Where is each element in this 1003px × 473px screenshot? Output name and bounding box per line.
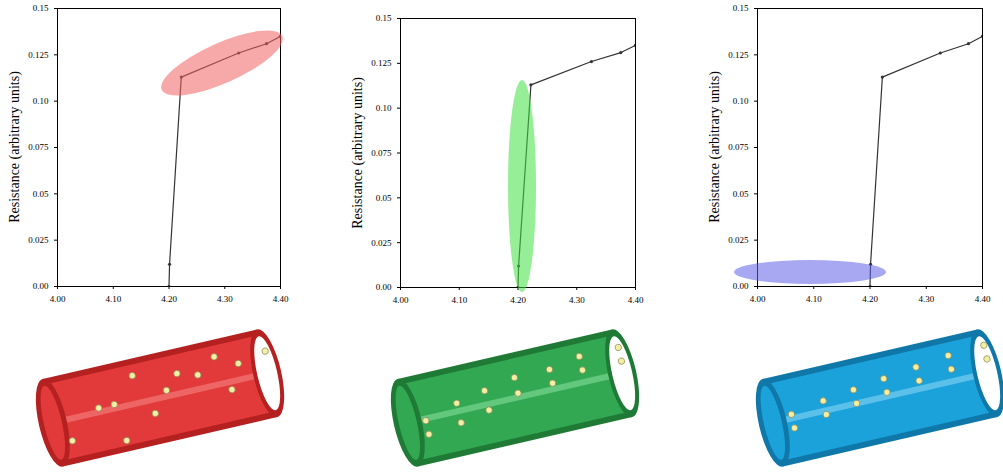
svg-text:0.125: 0.125 — [728, 50, 749, 60]
svg-text:0.10: 0.10 — [733, 96, 749, 106]
svg-text:4.20: 4.20 — [510, 295, 526, 305]
svg-text:4.30: 4.30 — [569, 295, 585, 305]
svg-text:4.20: 4.20 — [161, 294, 177, 304]
svg-text:4.10: 4.10 — [806, 294, 822, 304]
svg-text:0.00: 0.00 — [733, 281, 749, 291]
svg-text:0.10: 0.10 — [376, 103, 392, 113]
html-text:Resistance (arbitrary units): Resistance (arbitrary units) — [707, 71, 722, 223]
svg-text:0.15: 0.15 — [33, 3, 49, 13]
svg-text:0.025: 0.025 — [28, 235, 49, 245]
html-text:Resistance (arbitrary units): Resistance (arbitrary units) — [7, 71, 22, 223]
svg-text:0.00: 0.00 — [376, 282, 392, 292]
svg-text:0.075: 0.075 — [728, 142, 749, 152]
svg-text:4.40: 4.40 — [975, 294, 991, 304]
svg-text:0.125: 0.125 — [371, 58, 392, 68]
svg-text:0.15: 0.15 — [376, 13, 392, 23]
svg-text:4.40: 4.40 — [628, 295, 644, 305]
svg-text:0.05: 0.05 — [376, 193, 392, 203]
svg-text:0.15: 0.15 — [733, 3, 749, 13]
svg-text:0.025: 0.025 — [728, 235, 749, 245]
svg-text:4.00: 4.00 — [50, 294, 66, 304]
svg-text:0.10: 0.10 — [33, 96, 49, 106]
svg-text:4.00: 4.00 — [750, 294, 766, 304]
svg-text:4.30: 4.30 — [918, 294, 934, 304]
svg-text:4.40: 4.40 — [273, 294, 289, 304]
svg-text:0.05: 0.05 — [33, 189, 49, 199]
svg-text:0.05: 0.05 — [733, 189, 749, 199]
svg-text:4.30: 4.30 — [217, 294, 233, 304]
svg-text:4.10: 4.10 — [451, 295, 467, 305]
svg-text:4.10: 4.10 — [105, 294, 121, 304]
svg-text:4.20: 4.20 — [862, 294, 878, 304]
html-text:Resistance (arbitrary units): Resistance (arbitrary units) — [350, 76, 365, 229]
svg-text:0.025: 0.025 — [371, 238, 392, 248]
svg-text:0.125: 0.125 — [28, 50, 49, 60]
svg-text:0.075: 0.075 — [28, 142, 49, 152]
svg-text:4.00: 4.00 — [393, 295, 409, 305]
svg-text:0.00: 0.00 — [33, 281, 49, 291]
svg-text:0.075: 0.075 — [371, 148, 392, 158]
